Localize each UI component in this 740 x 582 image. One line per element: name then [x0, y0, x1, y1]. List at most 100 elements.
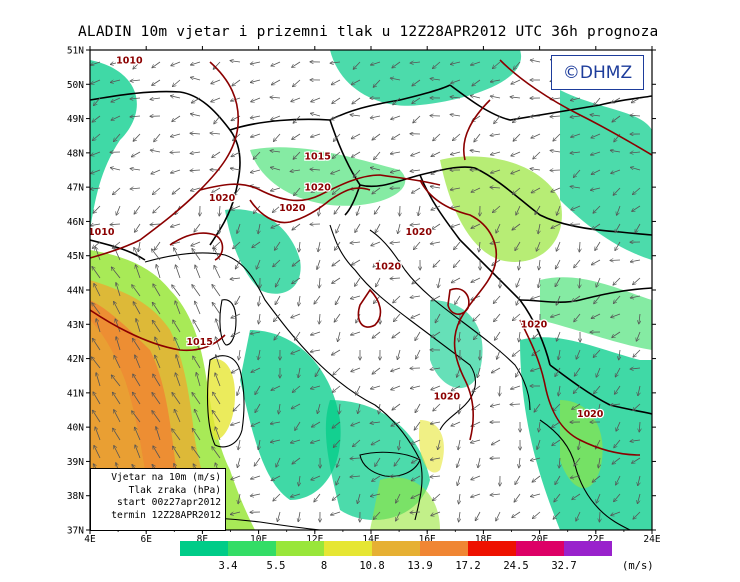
wind-arrow [415, 331, 421, 341]
wind-arrow [211, 97, 221, 102]
wind-arrow [214, 265, 221, 279]
wind-arrow [515, 241, 521, 251]
wind-arrow [299, 295, 301, 306]
wind-arrow [259, 313, 261, 324]
wind-arrow [393, 97, 401, 105]
lat-label: 43N [67, 320, 84, 331]
wind-arrow [490, 96, 501, 98]
wind-arrow [91, 79, 101, 84]
wind-arrow [170, 152, 181, 153]
wind-arrow [152, 302, 161, 315]
wind-arrow [438, 277, 440, 288]
wind-arrow [332, 97, 341, 104]
wind-arrow [431, 205, 441, 210]
wind-arrow [558, 385, 560, 396]
colorbar-segment [420, 541, 468, 556]
wind-arrow [255, 385, 261, 395]
wind-arrow [310, 113, 321, 117]
wind-arrow [614, 439, 621, 448]
wind-arrow [631, 97, 641, 103]
wind-arrow [391, 421, 401, 426]
wind-arrow [233, 403, 241, 411]
wind-arrow [496, 511, 501, 521]
wind-arrow [274, 313, 281, 322]
wind-arrow [150, 150, 161, 152]
wind-arrow [291, 403, 301, 409]
wind-arrow [633, 349, 641, 357]
wind-arrow [315, 367, 321, 377]
country-borders [90, 84, 652, 415]
lon-label: 22E [587, 534, 604, 545]
wind-arrow [355, 223, 361, 233]
wind-arrow [493, 205, 501, 213]
wind-arrow [551, 223, 561, 228]
wind-arrow [391, 385, 401, 390]
wind-arrow [93, 392, 101, 405]
wind-arrow [559, 457, 560, 468]
wind-arrow [114, 302, 121, 315]
wind-arrow [334, 241, 341, 250]
wind-arrow [435, 313, 441, 323]
wind-arrow [373, 511, 381, 519]
wind-arrow [430, 79, 441, 81]
colorbar-segment [276, 541, 324, 556]
wind-arrow [471, 493, 481, 497]
wind-arrow [258, 349, 260, 360]
wind-arrow [578, 439, 580, 450]
wind-arrow [351, 133, 361, 139]
wind-arrow [135, 427, 141, 441]
wind-arrow [494, 115, 501, 124]
wind-arrow [111, 97, 121, 102]
wind-arrow [591, 313, 601, 319]
wind-arrow [292, 223, 301, 230]
wind-arrow [516, 367, 521, 377]
wind-arrow [134, 205, 141, 214]
wind-arrow [292, 277, 301, 284]
wind-arrow [393, 295, 401, 303]
wind-arrow [453, 133, 461, 141]
wind-arrow [115, 319, 121, 333]
wind-arrow [116, 283, 121, 297]
wind-arrow [92, 241, 101, 248]
wind-arrow [556, 331, 561, 341]
lon-label: 8E [197, 534, 209, 545]
wind-arrow [556, 295, 561, 305]
wind-arrow [596, 493, 601, 503]
colorbar-label: 32.7 [551, 560, 577, 572]
wind-arrow [470, 96, 481, 99]
wind-arrow [314, 493, 321, 502]
wind-arrow [531, 295, 541, 299]
wind-arrow [411, 475, 421, 481]
isobar-label: 1020 [375, 261, 402, 272]
wind-arrow [450, 62, 461, 64]
wind-arrow [410, 170, 421, 171]
wind-arrow [457, 475, 461, 486]
wind-arrow [311, 187, 321, 192]
wind-arrow [293, 79, 301, 87]
wind-arrow [311, 97, 321, 102]
wind-arrow [111, 115, 121, 120]
wind-arrow [591, 169, 601, 175]
wind-arrow [431, 385, 441, 390]
wind-arrow [555, 475, 561, 485]
wind-arrow [637, 493, 641, 504]
wind-arrow [554, 493, 561, 502]
wind-arrow [339, 403, 340, 414]
wind-arrow [130, 98, 141, 99]
colorbar-label: 24.5 [503, 560, 529, 572]
wind-arrow [156, 265, 161, 279]
wind-arrow [530, 169, 541, 170]
wind-arrow [91, 169, 101, 174]
legend-line-pressure: Tlak zraka (hPa) [128, 484, 221, 496]
wind-arrow [430, 186, 441, 188]
wind-arrow [638, 475, 640, 486]
colorbar-segment [372, 541, 420, 556]
wind-arrow [459, 331, 460, 342]
wind-arrow [95, 427, 101, 441]
wind-arrow [110, 62, 121, 64]
wind-arrow [455, 295, 461, 305]
wind-arrow [333, 367, 341, 375]
wind-arrow [215, 427, 221, 441]
wind-arrow [410, 385, 421, 389]
wind-arrow [357, 493, 361, 504]
